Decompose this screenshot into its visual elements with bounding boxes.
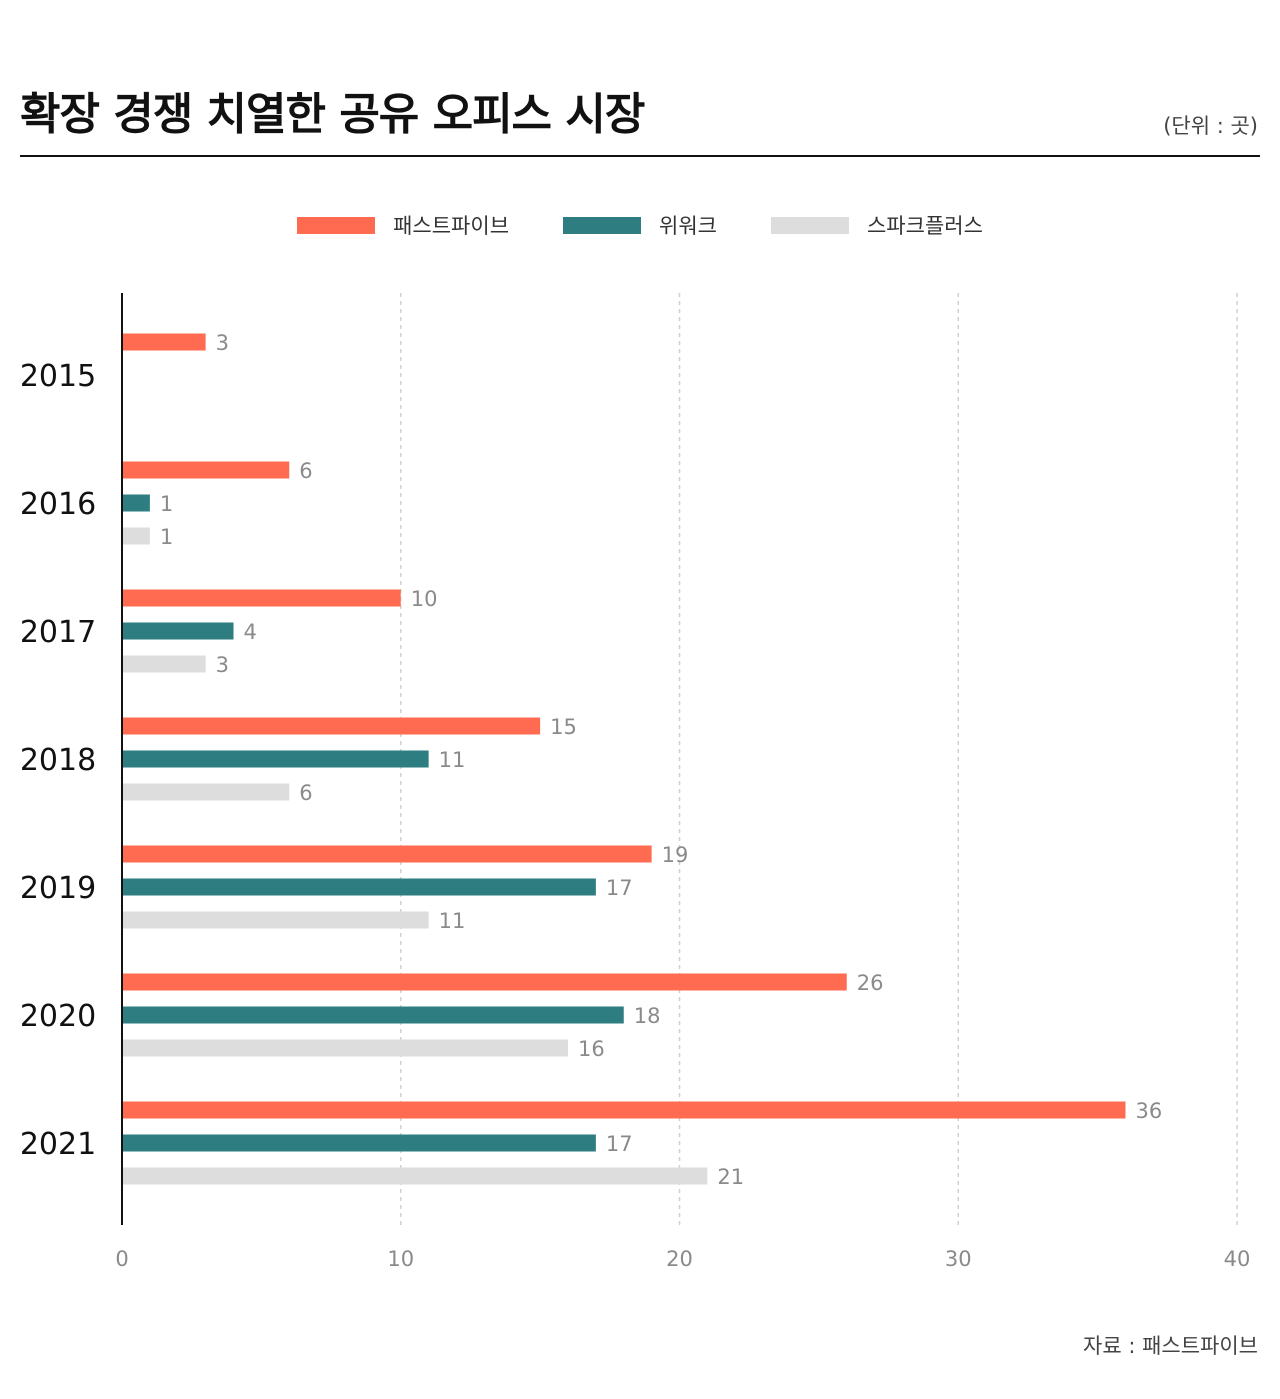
legend-swatch-wework (563, 216, 642, 234)
value-label-2017-series-2: 3 (216, 653, 229, 677)
value-label-2017-series-1: 4 (244, 620, 257, 644)
bar-2019-series-0 (122, 845, 652, 863)
bar-2020-series-2 (122, 1039, 568, 1057)
value-label-2016-series-1: 1 (160, 492, 173, 516)
value-label-2021-series-1: 17 (606, 1132, 633, 1156)
value-label-2019-series-2: 11 (439, 909, 466, 933)
value-label-2016-series-0: 6 (299, 459, 312, 483)
x-tick-label-10: 10 (387, 1247, 414, 1271)
source-note: 자료 : 패스트파이브 (1083, 1334, 1258, 1358)
bar-2018-series-2 (122, 783, 290, 801)
category-label-2018: 2018 (20, 743, 96, 778)
x-tick-label-0: 0 (115, 1247, 128, 1271)
legend-item-wework: 위워크 (563, 210, 717, 240)
legend-item-sparkplus: 스파크플러스 (770, 210, 983, 240)
category-label-2020: 2020 (20, 999, 96, 1034)
value-label-2018-series-0: 15 (550, 715, 577, 739)
bar-2021-series-2 (122, 1167, 708, 1185)
value-label-2018-series-2: 6 (299, 781, 312, 805)
value-label-2016-series-2: 1 (160, 525, 173, 549)
bar-2019-series-1 (122, 878, 596, 896)
bar-2017-series-2 (122, 655, 206, 673)
value-label-2019-series-0: 19 (662, 843, 689, 867)
legend-swatch-fastfive (297, 216, 376, 234)
legend-label-sparkplus: 스파크플러스 (866, 214, 983, 238)
bar-2021-series-1 (122, 1134, 596, 1152)
legend: 패스트파이브 위워크 스파크플러스 (0, 205, 1280, 245)
legend-item-fastfive: 패스트파이브 (297, 210, 509, 240)
legend-swatch-sparkplus (770, 216, 849, 234)
x-tick-label-40: 40 (1224, 1247, 1251, 1271)
category-label-2016: 2016 (20, 487, 96, 522)
chart-title: 확장 경쟁 치열한 공유 오피스 시장 (20, 89, 645, 140)
value-label-2020-series-2: 16 (578, 1037, 605, 1061)
title-divider (20, 155, 1260, 157)
bar-2017-series-1 (122, 622, 234, 640)
bar-2020-series-1 (122, 1006, 624, 1024)
value-label-2017-series-0: 10 (411, 587, 438, 611)
x-tick-label-30: 30 (945, 1247, 972, 1271)
value-label-2021-series-0: 36 (1136, 1099, 1163, 1123)
value-label-2020-series-1: 18 (634, 1004, 661, 1028)
bar-2018-series-1 (122, 750, 429, 768)
bar-2016-series-2 (122, 527, 150, 545)
value-label-2019-series-1: 17 (606, 876, 633, 900)
value-label-2018-series-1: 11 (439, 748, 466, 772)
bar-2020-series-0 (122, 973, 847, 991)
category-label-2021: 2021 (20, 1127, 96, 1162)
value-label-2015-series-0: 3 (216, 331, 229, 355)
bar-2017-series-0 (122, 589, 401, 607)
bar-2015-series-0 (122, 333, 206, 351)
legend-label-wework: 위워크 (659, 214, 717, 238)
legend-label-fastfive: 패스트파이브 (393, 214, 510, 238)
category-label-2015: 2015 (20, 359, 96, 394)
value-label-2020-series-0: 26 (857, 971, 884, 995)
bar-2018-series-0 (122, 717, 541, 735)
x-tick-label-20: 20 (666, 1247, 693, 1271)
bar-2021-series-0 (122, 1101, 1126, 1119)
unit-label: (단위 : 곳) (1163, 114, 1258, 138)
bar-2016-series-0 (122, 461, 290, 479)
bar-2016-series-1 (122, 494, 150, 512)
value-label-2021-series-2: 21 (717, 1165, 744, 1189)
category-label-2019: 2019 (20, 871, 96, 906)
bar-2019-series-2 (122, 911, 429, 929)
category-label-2017: 2017 (20, 615, 96, 650)
